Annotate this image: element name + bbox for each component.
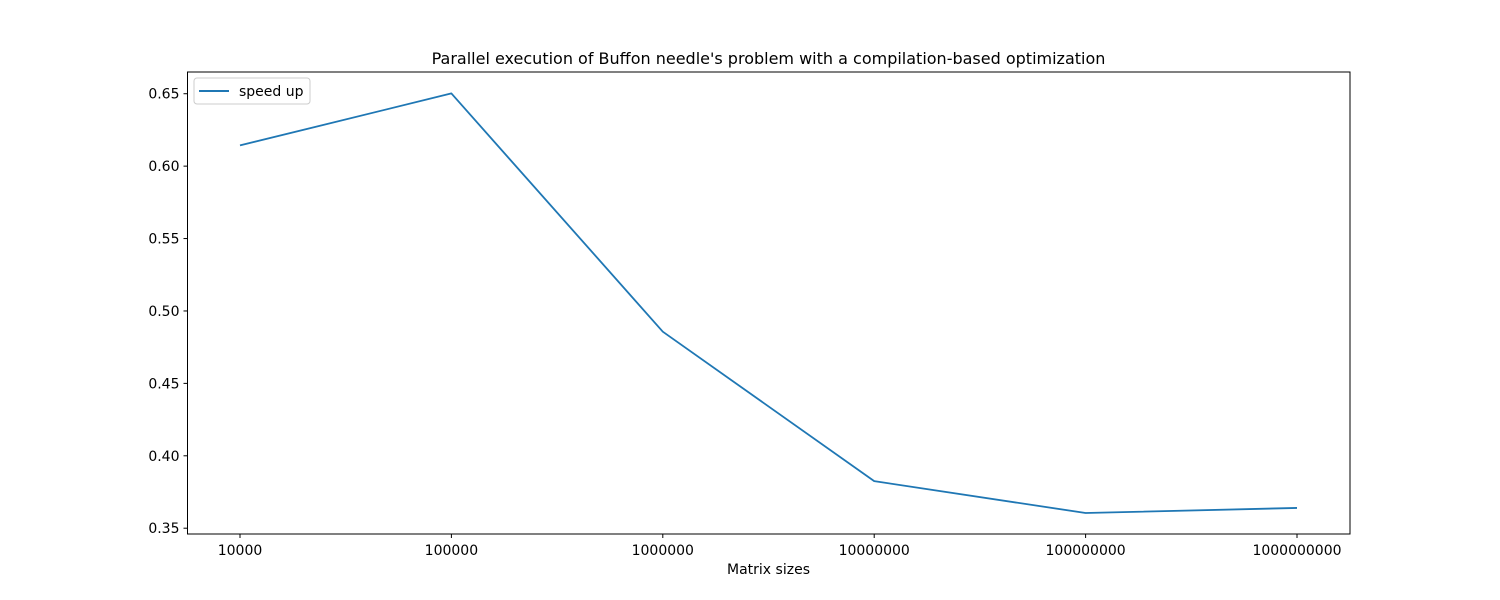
x-tick-label-10000000: 10000000 bbox=[839, 543, 910, 559]
y-tick-label-0.35: 0.35 bbox=[148, 521, 179, 537]
y-tick-label-0.65: 0.65 bbox=[148, 87, 179, 103]
x-axis-label: Matrix sizes bbox=[727, 562, 810, 578]
y-tick-label-0.45: 0.45 bbox=[148, 376, 179, 392]
x-tick-label-100000: 100000 bbox=[425, 543, 478, 559]
chart-title: Parallel execution of Buffon needle's pr… bbox=[432, 49, 1106, 68]
x-tick-label-1000000: 1000000 bbox=[632, 543, 694, 559]
legend-label-speed-up: speed up bbox=[239, 84, 304, 100]
y-tick-label-0.55: 0.55 bbox=[148, 232, 179, 248]
x-tick-label-10000: 10000 bbox=[218, 543, 263, 559]
y-tick-label-0.50: 0.50 bbox=[148, 304, 179, 320]
plot-frame bbox=[187, 71, 1351, 535]
y-tick-label-0.60: 0.60 bbox=[148, 159, 179, 175]
legend: speed up bbox=[193, 77, 311, 105]
x-tick-label-100000000: 100000000 bbox=[1046, 543, 1126, 559]
legend-box bbox=[193, 77, 311, 105]
x-tick-label-1000000000: 1000000000 bbox=[1252, 543, 1341, 559]
y-tick-label-0.40: 0.40 bbox=[148, 449, 179, 465]
series-line-speed-up bbox=[239, 92, 1298, 514]
